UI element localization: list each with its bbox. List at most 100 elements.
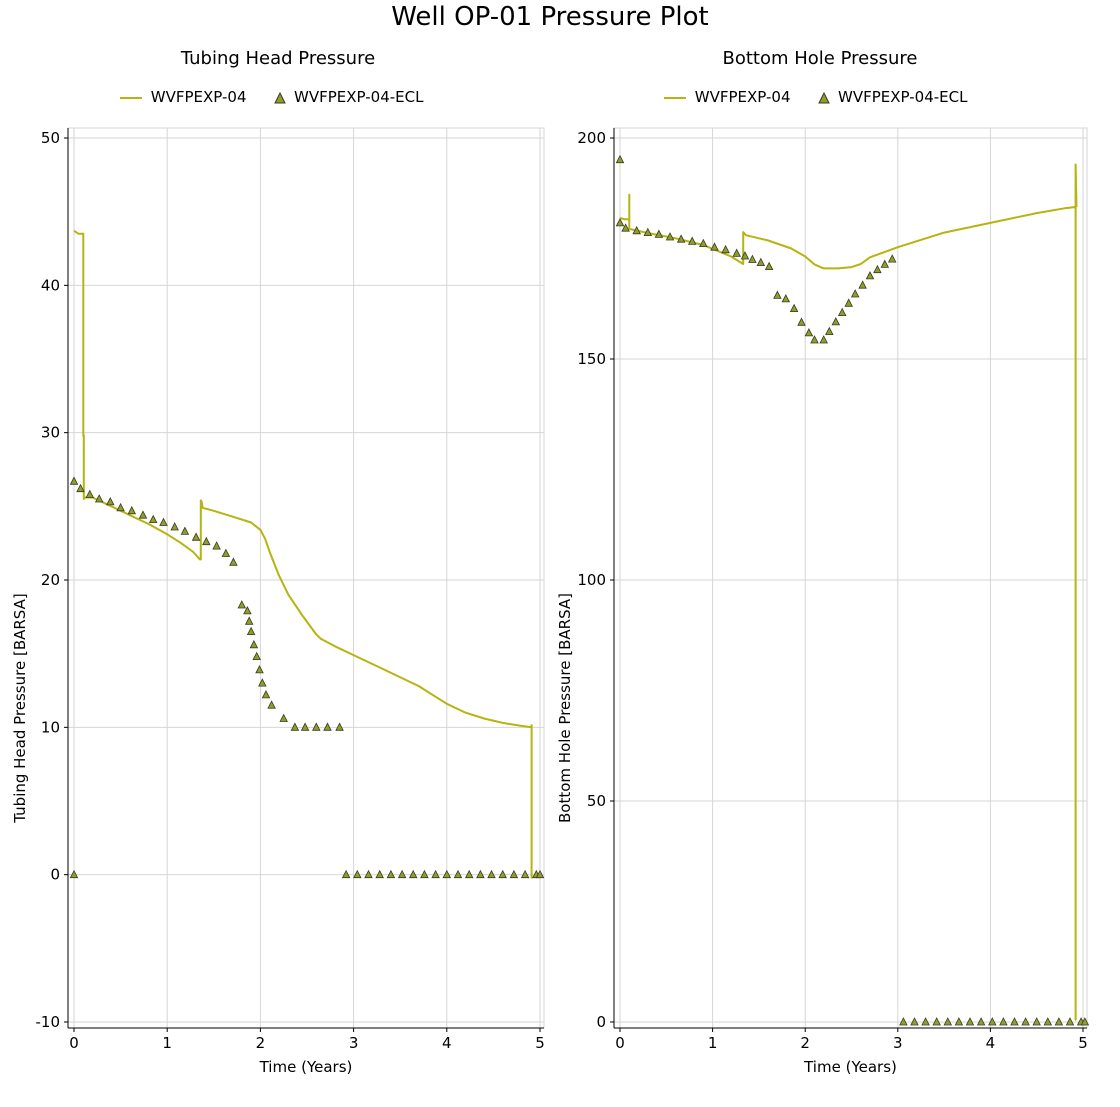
data-point-marker bbox=[615, 154, 625, 164]
data-point-marker bbox=[267, 700, 276, 709]
data-point-marker bbox=[464, 869, 474, 879]
data-point-marker bbox=[764, 261, 774, 271]
legend-label-line: WVFPEXP-04 bbox=[150, 88, 247, 106]
data-point-marker bbox=[748, 254, 757, 263]
x-tick-label: 5 bbox=[535, 1034, 545, 1052]
legend-item-line: WVFPEXP-04 bbox=[664, 88, 791, 106]
data-point-marker bbox=[386, 869, 396, 879]
data-point-marker bbox=[69, 476, 79, 485]
data-point-marker bbox=[246, 626, 256, 635]
data-point-marker bbox=[665, 232, 675, 241]
data-point-marker bbox=[965, 1017, 975, 1026]
x-tick-label: 0 bbox=[69, 1034, 79, 1052]
data-point-marker bbox=[825, 326, 834, 336]
data-point-marker bbox=[773, 290, 782, 299]
data-point-marker bbox=[85, 489, 95, 498]
data-point-marker bbox=[1010, 1017, 1019, 1026]
triangle-marker-icon bbox=[818, 91, 830, 103]
data-point-marker bbox=[353, 869, 362, 879]
data-point-marker bbox=[999, 1017, 1008, 1026]
data-point-marker bbox=[831, 317, 841, 326]
data-point-marker bbox=[710, 242, 719, 251]
data-point-marker bbox=[687, 236, 697, 245]
data-point-marker bbox=[932, 1017, 941, 1026]
line-swatch-icon bbox=[120, 96, 142, 99]
data-point-marker bbox=[202, 536, 211, 546]
data-point-marker bbox=[420, 869, 429, 879]
data-point-marker bbox=[312, 722, 321, 731]
data-point-marker bbox=[865, 271, 875, 280]
data-point-marker bbox=[887, 254, 897, 263]
x-tick-label: 0 bbox=[615, 1034, 625, 1052]
data-point-marker bbox=[850, 289, 860, 298]
data-point-marker bbox=[323, 722, 332, 731]
data-point-marker bbox=[1054, 1017, 1064, 1026]
data-point-marker bbox=[252, 651, 261, 660]
series-line bbox=[73, 229, 533, 879]
data-point-marker bbox=[300, 722, 310, 731]
data-point-marker bbox=[632, 225, 641, 235]
data-point-marker bbox=[1021, 1017, 1030, 1026]
x-tick-label: 4 bbox=[986, 1034, 996, 1052]
series-line bbox=[619, 163, 1078, 1021]
data-point-marker bbox=[442, 869, 452, 879]
data-point-marker bbox=[453, 869, 463, 879]
data-point-marker bbox=[1080, 1017, 1090, 1026]
y-tick-label: 100 bbox=[577, 571, 606, 589]
y-tick-label: 150 bbox=[577, 350, 606, 368]
y-tick-label: 30 bbox=[41, 424, 60, 442]
data-point-marker bbox=[535, 869, 545, 879]
data-point-marker bbox=[408, 869, 418, 879]
y-tick-label: 40 bbox=[41, 276, 60, 294]
data-point-marker bbox=[621, 223, 630, 232]
data-point-marker bbox=[740, 251, 750, 260]
y-axis-label: Bottom Hole Pressure [BARSA] bbox=[556, 593, 574, 823]
data-point-marker bbox=[255, 665, 264, 674]
legend-left: WVFPEXP-04 WVFPEXP-04-ECL bbox=[120, 88, 450, 110]
data-point-marker bbox=[1043, 1017, 1053, 1026]
x-tick-label: 5 bbox=[1078, 1034, 1088, 1052]
data-point-marker bbox=[221, 548, 231, 557]
data-point-marker bbox=[106, 497, 115, 506]
data-point-marker bbox=[148, 514, 158, 523]
chart-title-tubing-head: Tubing Head Pressure bbox=[180, 48, 376, 69]
x-tick-label: 3 bbox=[349, 1034, 359, 1052]
x-tick-label: 3 bbox=[893, 1034, 903, 1052]
legend-item-markers: WVFPEXP-04-ECL bbox=[818, 88, 967, 106]
data-point-marker bbox=[910, 1017, 919, 1026]
data-point-marker bbox=[290, 722, 300, 731]
data-point-marker bbox=[732, 248, 741, 257]
data-point-marker bbox=[258, 678, 267, 687]
x-tick-label: 2 bbox=[256, 1034, 266, 1052]
legend-item-markers: WVFPEXP-04-ECL bbox=[274, 88, 423, 106]
y-tick-label: -10 bbox=[36, 1013, 61, 1031]
y-axis-label: Tubing Head Pressure [BARSA] bbox=[11, 593, 29, 823]
data-point-marker bbox=[229, 557, 238, 566]
data-point-marker bbox=[69, 869, 79, 879]
data-point-marker bbox=[244, 616, 254, 625]
plot-frame bbox=[613, 127, 1088, 1029]
data-point-marker bbox=[976, 1017, 986, 1026]
data-point-marker bbox=[159, 517, 168, 526]
data-point-marker bbox=[76, 483, 85, 493]
data-point-marker bbox=[191, 532, 201, 541]
data-point-marker bbox=[498, 869, 507, 879]
y-tick-label: 50 bbox=[587, 792, 606, 810]
data-point-marker bbox=[94, 494, 104, 503]
data-point-marker bbox=[837, 307, 847, 317]
chart-title-bottom-hole: Bottom Hole Pressure bbox=[722, 48, 918, 69]
x-tick-label: 4 bbox=[442, 1034, 452, 1052]
data-point-marker bbox=[243, 606, 252, 615]
data-point-marker bbox=[654, 229, 664, 238]
data-point-marker bbox=[858, 280, 867, 289]
data-point-marker bbox=[138, 510, 148, 519]
data-point-marker bbox=[721, 244, 730, 254]
legend-right: WVFPEXP-04 WVFPEXP-04-ECL bbox=[664, 88, 994, 110]
triangle-marker-icon bbox=[274, 91, 286, 103]
legend-item-line: WVFPEXP-04 bbox=[120, 88, 247, 106]
x-tick-label: 2 bbox=[800, 1034, 810, 1052]
data-point-marker bbox=[643, 227, 653, 237]
legend-label-line: WVFPEXP-04 bbox=[694, 88, 791, 106]
data-point-marker bbox=[615, 218, 625, 227]
data-point-marker bbox=[699, 238, 708, 248]
